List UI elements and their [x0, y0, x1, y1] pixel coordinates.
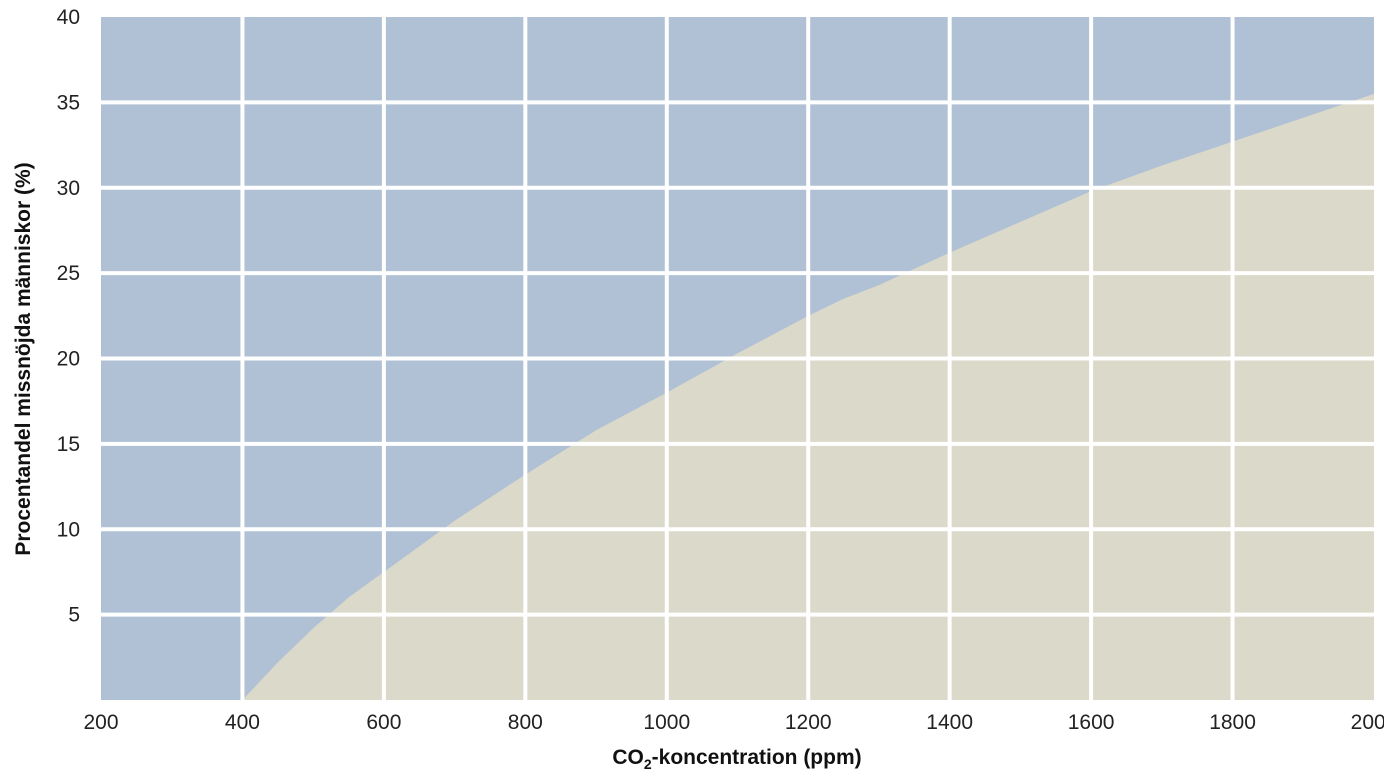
y-tick-label: 5 — [68, 604, 80, 627]
x-tick-label: 1200 — [785, 711, 832, 734]
y-tick-label: 25 — [57, 262, 80, 285]
x-tick-label: 1800 — [1209, 711, 1256, 734]
y-axis-label: Procentandel missnöjda människor (%) — [12, 162, 35, 555]
x-tick-label: 1000 — [643, 711, 690, 734]
x-axis-ticks: 200 400 600 800 1000 1200 1400 1600 1800 2000 — [83, 711, 1384, 734]
y-tick-label: 30 — [57, 177, 80, 200]
x-tick-label: 1600 — [1068, 711, 1115, 734]
y-axis-ticks: 5 10 15 20 25 30 35 40 — [57, 6, 80, 627]
x-tick-label: 600 — [366, 711, 401, 734]
y-tick-label: 40 — [57, 6, 80, 29]
x-tick-label: 400 — [225, 711, 260, 734]
y-tick-label: 10 — [57, 518, 80, 541]
x-tick-label: 800 — [508, 711, 543, 734]
x-tick-label: 2000 — [1351, 711, 1384, 734]
y-tick-label: 20 — [57, 348, 80, 371]
y-tick-label: 15 — [57, 433, 80, 456]
x-tick-label: 1400 — [926, 711, 973, 734]
x-axis-label: CO2-koncentration (ppm) — [612, 746, 861, 772]
x-tick-label: 200 — [83, 711, 118, 734]
y-tick-label: 35 — [57, 91, 80, 114]
plot-area — [101, 17, 1374, 700]
